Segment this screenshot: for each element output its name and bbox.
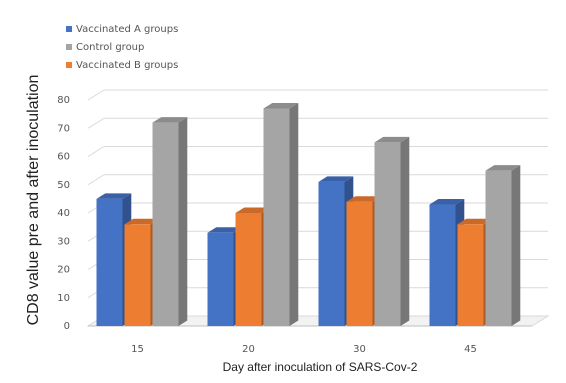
y-tick-label: 70 <box>57 123 70 134</box>
bar-control-group-20-side <box>289 102 299 326</box>
bar-vaccinated-a-groups-15 <box>96 198 123 326</box>
legend-swatch-vaccinated-b <box>66 62 72 68</box>
x-axis-label: Day after inoculation of SARS-Cov-2 <box>222 360 418 374</box>
bar-vaccinated-a-groups-30-top <box>318 176 354 182</box>
bar-vaccinated-a-groups-20-top <box>207 227 243 233</box>
bar-control-group-30 <box>374 142 401 326</box>
bar-control-group-20-top <box>263 102 299 109</box>
bar-vaccinated-b-groups-15-top <box>124 218 160 225</box>
x-tick-label: 20 <box>242 344 255 355</box>
chart-legend: Vaccinated A groups Control group Vaccin… <box>66 20 178 74</box>
bar-vaccinated-a-groups-45-top <box>429 199 465 205</box>
legend-label-control: Control group <box>76 41 145 53</box>
bar-vaccinated-a-groups-45 <box>429 204 456 326</box>
bar-control-group-30-side <box>400 136 410 326</box>
gridline-depth-60 <box>87 146 105 157</box>
legend-swatch-vaccinated-a <box>66 26 72 32</box>
legend-swatch-control <box>66 44 72 50</box>
bar-vaccinated-b-groups-30 <box>346 201 373 326</box>
y-tick-label: 0 <box>64 321 70 332</box>
gridline-depth-50 <box>87 174 105 186</box>
bar-control-group-45-top <box>485 165 521 171</box>
bar-control-group-20 <box>263 108 290 326</box>
bar-control-group-15-top <box>152 117 188 123</box>
y-tick-label: 10 <box>57 293 70 304</box>
bar-vaccinated-b-groups-15 <box>124 224 151 326</box>
bar-control-group-30-top <box>374 136 410 143</box>
bar-vaccinated-a-groups-20 <box>207 232 234 326</box>
y-tick-label: 20 <box>57 265 70 276</box>
x-tick-label: 15 <box>131 344 144 355</box>
y-tick-label: 30 <box>57 236 70 247</box>
gridline-depth-80 <box>87 89 105 101</box>
bar-control-group-45-side <box>511 165 521 326</box>
bar-control-group-15-side <box>178 117 188 326</box>
bar-vaccinated-b-groups-45-top <box>457 218 493 225</box>
y-tick-label: 80 <box>57 95 70 106</box>
y-tick-label: 40 <box>57 208 70 219</box>
y-axis-label: CD8 value pre and after inoculation <box>25 74 42 326</box>
gridline-depth-70 <box>87 117 105 129</box>
legend-item-vaccinated-b: Vaccinated B groups <box>66 56 178 74</box>
bar-vaccinated-a-groups-15-top <box>96 193 132 199</box>
bar-vaccinated-b-groups-45 <box>457 224 484 326</box>
legend-item-vaccinated-a: Vaccinated A groups <box>66 20 178 38</box>
legend-label-vaccinated-a: Vaccinated A groups <box>76 23 179 35</box>
bar-vaccinated-a-groups-30 <box>318 181 345 326</box>
bar-vaccinated-b-groups-20 <box>235 213 262 326</box>
legend-item-control: Control group <box>66 38 178 56</box>
x-tick-label: 45 <box>464 344 477 355</box>
bar-control-group-15 <box>152 122 179 326</box>
legend-label-vaccinated-b: Vaccinated B groups <box>76 59 179 71</box>
bar-control-group-45 <box>485 170 512 326</box>
y-tick-label: 50 <box>57 180 70 191</box>
bar-vaccinated-b-groups-30-top <box>346 196 382 202</box>
bar-vaccinated-b-groups-20-top <box>235 207 271 213</box>
x-tick-label: 30 <box>353 344 366 355</box>
y-tick-label: 60 <box>57 152 70 163</box>
